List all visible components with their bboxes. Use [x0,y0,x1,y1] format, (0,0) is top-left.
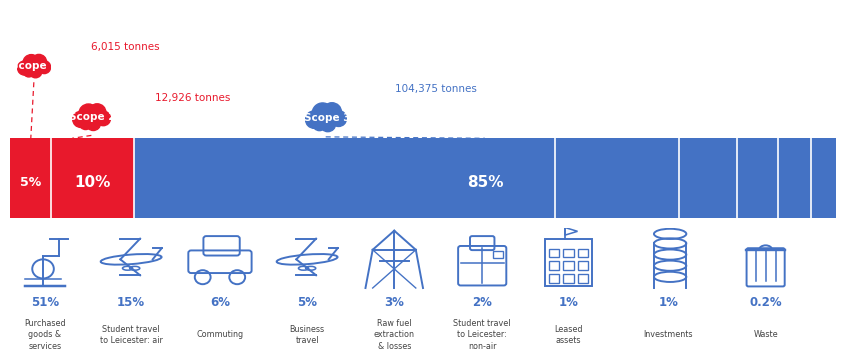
Circle shape [73,111,89,127]
Bar [578,249,588,257]
Text: Leased
assets: Leased assets [554,325,583,345]
Circle shape [80,117,92,130]
Text: Commuting: Commuting [196,331,244,339]
Text: 6%: 6% [210,296,230,309]
Circle shape [322,103,342,122]
Bar [134,138,836,218]
Bar [545,239,592,286]
Text: 51%: 51% [30,296,59,309]
Circle shape [320,116,336,132]
Circle shape [96,111,111,126]
Text: Scope 1: Scope 1 [12,62,58,71]
Text: Investments: Investments [644,331,693,339]
Circle shape [312,117,327,131]
Text: Scope 2: Scope 2 [69,112,116,122]
Text: 3%: 3% [384,296,404,309]
Text: Waste: Waste [753,331,778,339]
Circle shape [29,65,42,78]
Circle shape [331,111,347,126]
Text: 5%: 5% [20,176,41,189]
Text: Raw fuel
extraction
& losses: Raw fuel extraction & losses [374,319,415,351]
Bar [563,274,574,283]
Text: Purchased
goods &
services: Purchased goods & services [24,319,66,351]
Circle shape [312,103,333,124]
Circle shape [86,116,101,131]
Text: Student travel
to Leicester:
non-air: Student travel to Leicester: non-air [453,319,511,351]
Text: 85%: 85% [467,175,503,190]
Text: Business
travel: Business travel [289,325,325,345]
Circle shape [18,61,31,75]
Circle shape [79,104,98,123]
Bar [563,249,574,257]
Bar [493,251,503,258]
Text: 0.2%: 0.2% [750,296,782,309]
Circle shape [88,104,106,122]
Text: Scope 3: Scope 3 [304,112,350,123]
Circle shape [23,55,40,71]
Text: Student travel
to Leicester: air: Student travel to Leicester: air [100,325,162,345]
Text: 12,926 tonnes: 12,926 tonnes [155,93,230,103]
Text: 15%: 15% [117,296,146,309]
Circle shape [23,66,35,77]
Bar [549,249,559,257]
Circle shape [31,55,47,70]
Text: 10%: 10% [74,175,111,190]
Bar [578,261,588,270]
Bar [10,138,52,218]
Circle shape [38,61,51,74]
Circle shape [305,111,323,128]
Text: 1%: 1% [558,296,579,309]
Bar [578,274,588,283]
Text: 2%: 2% [472,296,492,309]
Bar [549,274,559,283]
Text: 6,015 tonnes: 6,015 tonnes [91,42,160,52]
Text: 104,375 tonnes: 104,375 tonnes [395,84,477,94]
Bar [549,261,559,270]
Text: 5%: 5% [297,296,317,309]
Bar [563,261,574,270]
Text: 1%: 1% [658,296,678,309]
Bar [52,138,134,218]
